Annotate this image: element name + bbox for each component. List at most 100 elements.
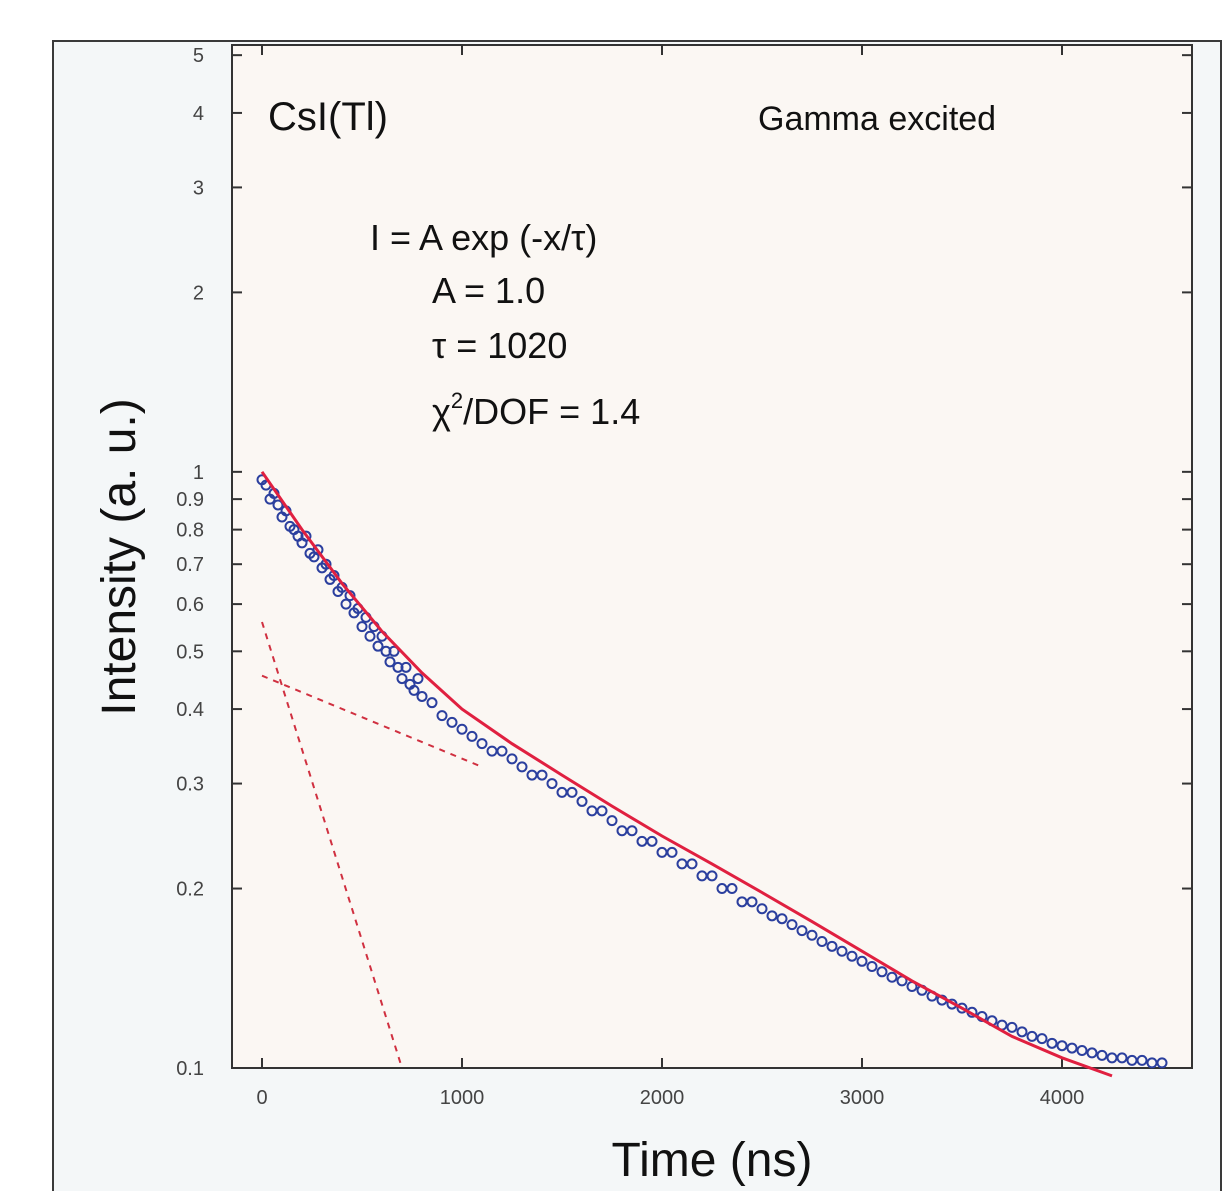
data-point [856,955,868,967]
component-line [261,621,403,1069]
data-point [1066,1042,1078,1054]
data-point [400,661,412,673]
y-tick-label: 2 [193,282,204,304]
y-tick-label: 0.7 [176,554,204,576]
data-point [506,753,518,765]
data-point [408,684,420,696]
y-tick-label: 3 [193,177,204,199]
plot-area [231,44,1193,1069]
data-point [466,730,478,742]
data-point [806,929,818,941]
y-tick-label: 1 [193,462,204,484]
data-point [686,858,698,870]
chi2-suffix: /DOF = 1.4 [463,391,640,432]
fit-line [260,470,1113,1078]
data-point [956,1002,968,1014]
data-point [546,778,558,790]
data-point [1046,1037,1058,1049]
y-tick-label: 0.4 [176,699,204,721]
data-point [746,896,758,908]
data-point [388,645,400,657]
data-point [356,621,368,633]
data-point [876,966,888,978]
x-tick-label: 3000 [840,1087,885,1109]
y-axis-title: Intensity (a. u.) [93,398,146,715]
y-tick-label: 0.2 [176,879,204,901]
data-point [646,835,658,847]
x-tick-label: 4000 [1040,1087,1085,1109]
data-point [816,936,828,948]
formula-label: I = A exp (-x/τ) [370,217,597,258]
data-point [1136,1054,1148,1066]
data-point [606,815,618,827]
x-tick-label: 0 [256,1087,267,1109]
y-tick-label: 0.9 [176,489,204,511]
data-point [1096,1049,1108,1061]
data-point [726,883,738,895]
data-point [272,499,284,511]
data-point [626,825,638,837]
data-point [396,673,408,685]
x-axis-title: Time (ns) [612,1134,813,1187]
data-point [1006,1021,1018,1033]
data-point [1156,1057,1168,1069]
data-point [706,870,718,882]
data-point [1016,1026,1028,1038]
y-tick-label: 0.1 [176,1058,204,1080]
x-tick-label: 2000 [640,1087,685,1109]
data-point [886,971,898,983]
data-point [340,598,352,610]
chi2-sup: 2 [451,388,463,413]
data-point [436,710,448,722]
y-ticks: 0.1 0.2 0.3 0.4 0.5 0.6 0.7 0.8 0.9 1 2 3 4 5 [176,45,1192,1080]
data-point [516,761,528,773]
y-tick-label: 0.3 [176,774,204,796]
data-point [666,846,678,858]
data-point [312,544,324,556]
y-tick-label: 5 [193,45,204,67]
data-point [1036,1033,1048,1045]
component-line [261,674,483,768]
data-point [776,913,788,925]
data-point [756,903,768,915]
x-ticks: 0 1000 2000 3000 4000 [256,45,1084,1109]
data-point [300,530,312,542]
data-point [1056,1040,1068,1052]
data-point [766,910,778,922]
data-point [1026,1030,1038,1042]
data-point [596,805,608,817]
data-point [476,738,488,750]
series-layer [256,470,1168,1078]
y-tick-label: 0.5 [176,641,204,663]
decay-time-label: τ = 1020 [432,325,567,366]
data-point [496,745,508,757]
data-point [426,697,438,709]
y-tick-label: 0.6 [176,594,204,616]
chi2-prefix: χ [432,391,451,432]
data-point [566,786,578,798]
material-label: CsI(Tl) [268,95,388,139]
data-point [1076,1044,1088,1056]
amplitude-label: A = 1.0 [432,270,545,311]
data-point [1086,1047,1098,1059]
excitation-label: Gamma excited [758,100,996,138]
y-tick-label: 4 [193,103,204,125]
data-point [796,925,808,937]
data-point [456,723,468,735]
x-tick-label: 1000 [440,1087,485,1109]
data-point [836,945,848,957]
data-point [826,940,838,952]
data-point [536,769,548,781]
data-point [446,716,458,728]
data-point [846,950,858,962]
data-point [786,919,798,931]
data-point [866,960,878,972]
data-point [1116,1052,1128,1064]
data-point [372,640,384,652]
data-point [364,630,376,642]
y-tick-label: 0.8 [176,520,204,542]
data-point [384,656,396,668]
data-point [416,690,428,702]
data-point [576,795,588,807]
